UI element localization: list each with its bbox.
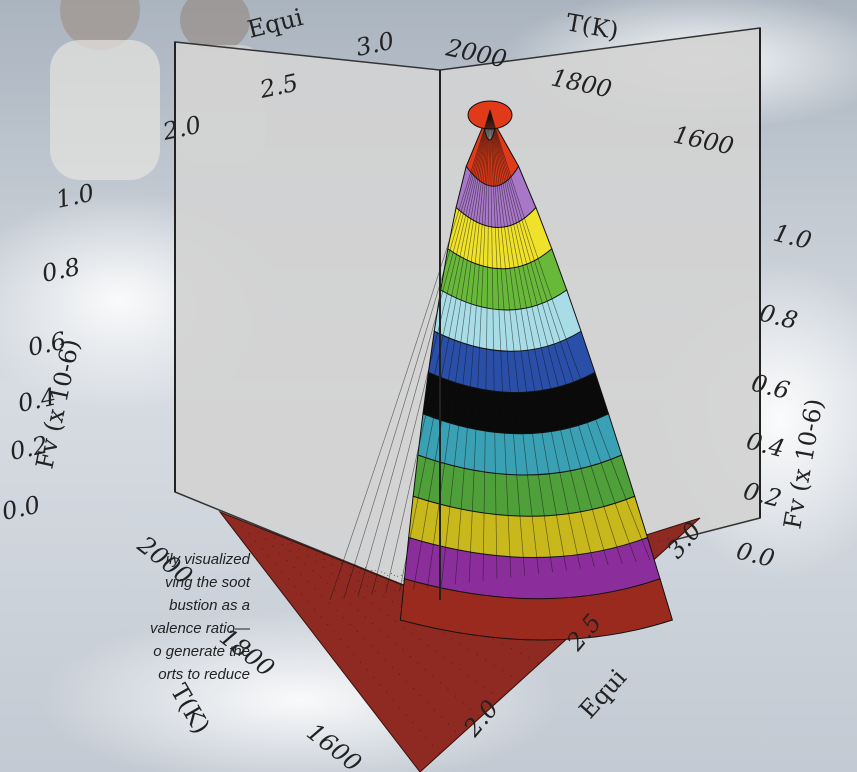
- mesh-line: [489, 109, 637, 562]
- z-tick-right: 0.0: [734, 537, 778, 573]
- z-tick-left: 0.8: [39, 253, 82, 288]
- z-tick-right: 0.8: [757, 299, 801, 335]
- caption-line: orts to reduce: [158, 666, 250, 683]
- t-label-top: T(K): [564, 8, 621, 45]
- left-wall: [174, 41, 441, 602]
- surface-mesh: [329, 109, 651, 601]
- t-label-bottom: T(K): [165, 679, 216, 739]
- mesh-line: [489, 109, 623, 564]
- equi-label-top: Equi: [245, 3, 306, 44]
- z-tick-right: 1.0: [771, 219, 815, 255]
- t-tick-top: 2000: [443, 33, 510, 73]
- mesh-line: [454, 109, 491, 585]
- mesh-line: [489, 109, 526, 576]
- floor-gridline: [345, 561, 581, 628]
- mesh-line: [489, 109, 651, 561]
- mesh-line: [482, 109, 491, 581]
- z-tick-left: 1.0: [53, 179, 96, 214]
- equi-tick-top: 3.0: [353, 27, 396, 62]
- t-tick-bottom: 1600: [301, 718, 366, 772]
- caption-line: o generate the: [153, 643, 250, 660]
- mesh-line: [413, 109, 491, 590]
- mesh-line: [329, 109, 491, 601]
- caption-line: ily visualized: [165, 551, 250, 568]
- mesh-line: [371, 109, 491, 595]
- caption-line: ving the soot: [164, 574, 250, 591]
- floor-gridline: [314, 549, 541, 664]
- mesh-line: [343, 109, 491, 599]
- caption-line: valence ratio—: [149, 620, 250, 637]
- mesh-line: [357, 109, 491, 597]
- fv-label-right: Fv (x 10-6): [778, 397, 828, 532]
- mesh-line: [489, 109, 540, 574]
- mesh-line: [489, 109, 609, 566]
- mesh-line: [489, 109, 498, 580]
- mesh-line: [489, 109, 581, 569]
- z-tick-left: 0.0: [0, 491, 43, 526]
- mesh-line: [489, 109, 567, 571]
- caption: ily visualized ving the soot bustion as a v…: [0, 548, 250, 686]
- mesh-line: [440, 109, 491, 587]
- mesh-line: [489, 109, 595, 568]
- mesh-line: [385, 109, 491, 594]
- caption-line: bustion as a: [169, 597, 250, 614]
- mesh-line: [399, 109, 491, 592]
- mesh-line: [427, 109, 491, 588]
- plot-axes: [174, 28, 761, 600]
- mesh-line: [489, 109, 553, 573]
- equi-label-bottom: Equi: [574, 663, 633, 724]
